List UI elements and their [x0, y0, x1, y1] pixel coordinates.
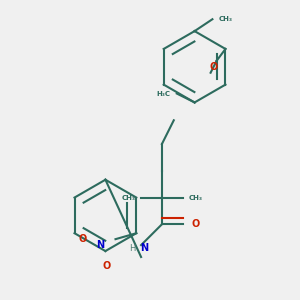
Text: H₃C: H₃C [157, 91, 171, 97]
Text: CH₃: CH₃ [189, 195, 202, 201]
Text: H: H [129, 244, 135, 253]
Text: O: O [103, 261, 111, 271]
Text: O: O [209, 62, 218, 72]
Text: CH₃: CH₃ [218, 16, 233, 22]
Text: O: O [192, 219, 200, 229]
Text: N: N [97, 240, 105, 250]
Text: N: N [140, 243, 148, 253]
Text: CH₃: CH₃ [121, 195, 135, 201]
Text: O: O [79, 234, 87, 244]
